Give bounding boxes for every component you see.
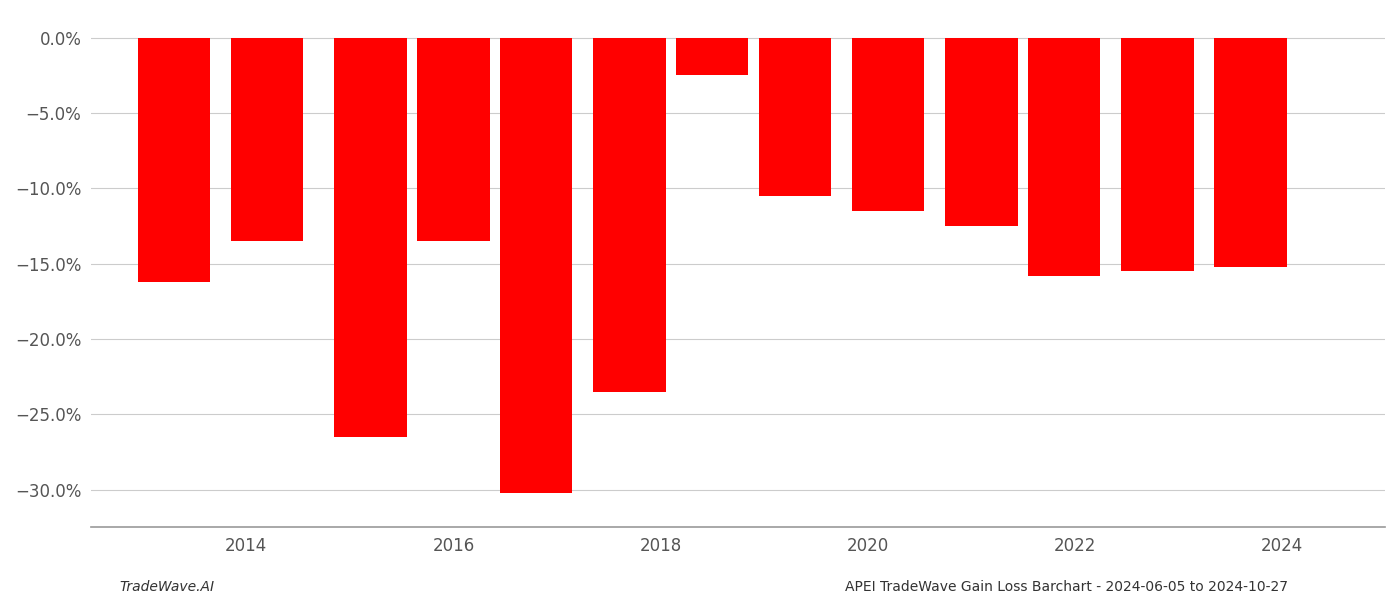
Bar	[1028, 38, 1100, 275]
Bar	[594, 38, 665, 392]
Text: APEI TradeWave Gain Loss Barchart - 2024-06-05 to 2024-10-27: APEI TradeWave Gain Loss Barchart - 2024…	[846, 580, 1288, 594]
Bar	[231, 38, 304, 241]
Bar	[945, 38, 1018, 226]
Bar	[417, 38, 490, 241]
Text: TradeWave.AI: TradeWave.AI	[119, 580, 214, 594]
Bar	[335, 38, 407, 437]
Bar	[137, 38, 210, 281]
Bar	[500, 38, 573, 493]
Bar	[1214, 38, 1287, 266]
Bar	[1121, 38, 1194, 271]
Bar	[853, 38, 924, 211]
Bar	[676, 38, 749, 75]
Bar	[759, 38, 832, 196]
